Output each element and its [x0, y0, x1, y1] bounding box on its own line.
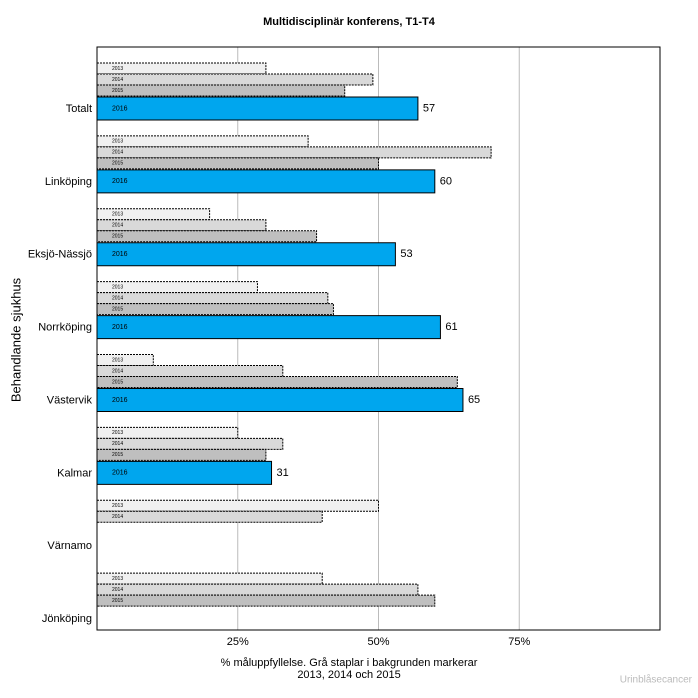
bar-series-label: 2013 — [112, 284, 123, 290]
bar-series-label: 2014 — [112, 295, 123, 301]
y-tick-label: Kalmar — [57, 467, 92, 479]
x-tick-label: 25% — [227, 636, 249, 648]
bar-series-label: 2015 — [112, 598, 123, 604]
y-tick-label: Linköping — [45, 176, 92, 188]
bar-series-label: 2014 — [112, 77, 123, 83]
x-axis-label: 2013, 2014 och 2015 — [297, 669, 400, 681]
bar-series-label: 2016 — [112, 105, 128, 112]
bar — [96, 230, 318, 243]
data-label: 61 — [445, 321, 457, 333]
bar — [96, 572, 323, 585]
bar — [96, 388, 464, 412]
bar — [96, 146, 492, 159]
y-tick-label: Västervik — [47, 394, 93, 406]
data-label: 60 — [440, 175, 452, 187]
y-axis-label: Behandlande sjukhus — [8, 277, 23, 402]
bar-series-label: 2015 — [112, 161, 123, 167]
bar — [96, 315, 441, 340]
bar-series-label: 2013 — [112, 430, 123, 436]
bar — [96, 157, 379, 170]
bar — [96, 96, 419, 121]
y-tick-label: Eksjö-Nässjö — [28, 249, 92, 261]
bar-series-label: 2016 — [112, 397, 128, 404]
bar — [96, 510, 323, 523]
bar-series-label: 2013 — [112, 357, 123, 363]
bar — [96, 242, 396, 267]
bar — [96, 594, 436, 607]
bar — [96, 84, 346, 97]
y-tick-label: Värnamo — [47, 540, 92, 552]
bar-series-label: 2013 — [112, 66, 123, 72]
data-label: 31 — [277, 467, 289, 479]
bar-series-label: 2015 — [112, 234, 123, 240]
bar-series-label: 2016 — [112, 470, 128, 477]
bar-series-label: 2016 — [112, 178, 128, 185]
plot-border — [96, 46, 661, 631]
bar — [96, 583, 419, 596]
bar-series-label: 2014 — [112, 150, 123, 156]
bar — [96, 499, 379, 512]
data-label: 65 — [468, 394, 480, 406]
bar-series-label: 2014 — [112, 368, 123, 374]
y-tick-label: Norrköping — [38, 322, 92, 334]
bar-series-label: 2015 — [112, 452, 123, 458]
bar — [96, 73, 374, 86]
bar — [96, 437, 284, 450]
bar-series-label: 2014 — [112, 223, 123, 229]
data-label: 57 — [423, 102, 435, 114]
bar — [96, 135, 309, 148]
bar — [96, 365, 284, 377]
data-label: 53 — [400, 248, 412, 260]
x-tick-label: 50% — [367, 636, 389, 648]
bar-series-label: 2015 — [112, 306, 123, 312]
x-tick-label: 75% — [508, 636, 530, 648]
bar-series-label: 2014 — [112, 441, 123, 447]
bar-series-label: 2013 — [112, 212, 123, 218]
x-axis-label: % måluppfyllelse. Grå staplar i bakgrund… — [221, 657, 478, 669]
y-tick-label: Totalt — [66, 103, 92, 115]
bar — [96, 354, 154, 366]
bar-series-label: 2015 — [112, 379, 123, 385]
bar — [96, 376, 458, 388]
bar-series-label: 2013 — [112, 139, 123, 145]
bar-series-label: 2015 — [112, 88, 123, 94]
watermark: Urinblåsecancer — [620, 674, 693, 686]
bar — [96, 169, 436, 194]
bar-series-label: 2014 — [112, 587, 123, 593]
bar-series-label: 2013 — [112, 576, 123, 582]
bar-series-label: 2014 — [112, 514, 123, 520]
y-tick-label: Jönköping — [42, 613, 92, 625]
bar — [96, 292, 329, 305]
bar — [96, 303, 334, 316]
bar-series-label: 2016 — [112, 324, 128, 331]
chart-title: Multidisciplinär konferens, T1-T4 — [263, 16, 436, 28]
bar-series-label: 2016 — [112, 251, 128, 258]
bar-series-label: 2013 — [112, 503, 123, 509]
